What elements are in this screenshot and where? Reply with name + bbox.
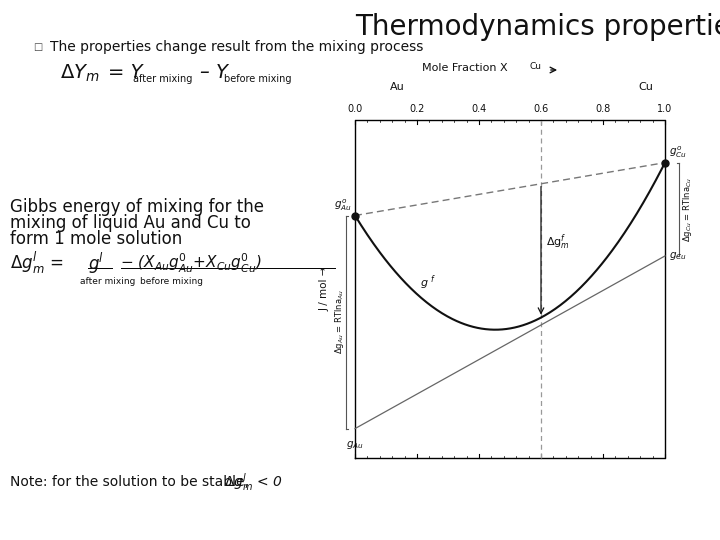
Text: $\Delta$Y$_m$: $\Delta$Y$_m$	[60, 62, 100, 84]
Text: $\mathit{g}_{Au}$: $\mathit{g}_{Au}$	[346, 438, 364, 450]
Text: Au: Au	[390, 82, 405, 92]
Text: $\mathit{g}_{Cu}$: $\mathit{g}_{Cu}$	[669, 250, 687, 262]
Text: Thermodynamics properties of mixing: Thermodynamics properties of mixing	[355, 13, 720, 41]
Text: 0.0: 0.0	[347, 104, 363, 114]
Text: mixing of liquid Au and Cu to: mixing of liquid Au and Cu to	[10, 214, 251, 232]
Text: form 1 mole solution: form 1 mole solution	[10, 230, 182, 248]
Text: $\Delta$g$^l_m$ < 0: $\Delta$g$^l_m$ < 0	[224, 471, 283, 493]
Text: $\Delta$g$^l_m$ =: $\Delta$g$^l_m$ =	[10, 250, 63, 276]
Text: 1.0: 1.0	[657, 104, 672, 114]
Text: $\mathit{g}$ $^f$: $\mathit{g}$ $^f$	[420, 274, 436, 292]
Text: 0.6: 0.6	[534, 104, 549, 114]
Text: $\Delta$g$_{Cu}$ = RTlna$_{Cu}$: $\Delta$g$_{Cu}$ = RTlna$_{Cu}$	[680, 177, 693, 242]
Text: □: □	[33, 42, 42, 52]
Text: The properties change result from the mixing process: The properties change result from the mi…	[50, 40, 423, 54]
Text: before mixing: before mixing	[140, 277, 203, 286]
Text: 0.4: 0.4	[472, 104, 487, 114]
Text: before mixing: before mixing	[224, 74, 292, 84]
Text: after mixing: after mixing	[80, 277, 135, 286]
Text: $-$ ($X_{Au}$g$^0_{Au}$+$X_{Cu}$g$^0_{Cu}$): $-$ ($X_{Au}$g$^0_{Au}$+$X_{Cu}$g$^0_{Cu…	[120, 252, 261, 275]
Text: J / mol →: J / mol →	[320, 267, 330, 311]
Text: – Y: – Y	[200, 64, 228, 83]
Text: Mole Fraction X: Mole Fraction X	[422, 63, 508, 73]
Text: 0.2: 0.2	[409, 104, 425, 114]
Text: $\Delta$g$_{Au}$ = RTlna$_{Au}$: $\Delta$g$_{Au}$ = RTlna$_{Au}$	[333, 290, 346, 354]
Text: $\mathit{g}^o_{Au}$: $\mathit{g}^o_{Au}$	[334, 197, 352, 213]
Text: $\mathit{g}^o_{Cu}$: $\mathit{g}^o_{Cu}$	[669, 144, 687, 160]
Text: after mixing: after mixing	[133, 74, 192, 84]
Text: Gibbs energy of mixing for the: Gibbs energy of mixing for the	[10, 198, 264, 216]
Text: = Y: = Y	[108, 64, 143, 83]
Text: $\Delta$g$^f_m$: $\Delta$g$^f_m$	[546, 233, 570, 253]
Text: Cu: Cu	[638, 82, 653, 92]
Text: 0.8: 0.8	[595, 104, 611, 114]
Text: Cu: Cu	[530, 62, 542, 71]
Text: g$^l$: g$^l$	[88, 251, 104, 275]
Text: Note: for the solution to be stable,: Note: for the solution to be stable,	[10, 475, 249, 489]
